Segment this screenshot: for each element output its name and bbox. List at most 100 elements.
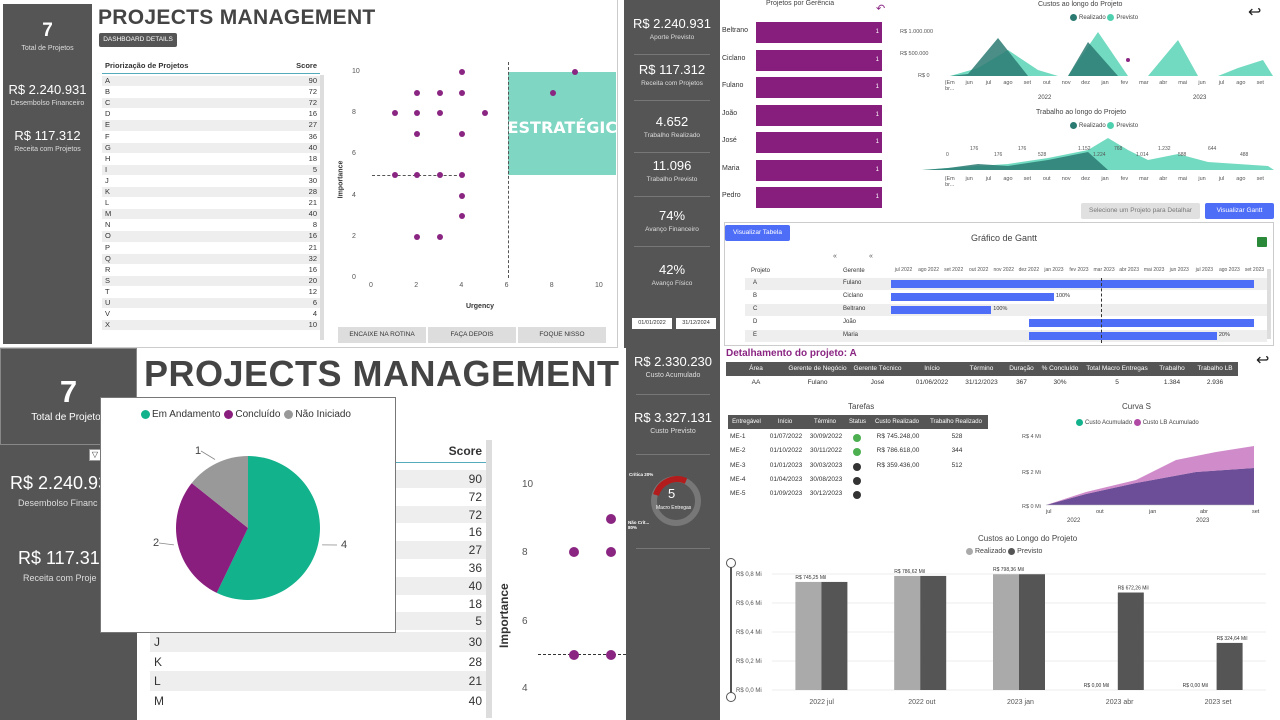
kpi-label: Trabalho Previsto (646, 176, 698, 183)
collapse-icon[interactable]: « (869, 253, 873, 260)
table-row[interactable]: D 16 (102, 109, 320, 119)
bar-previsto (1019, 574, 1045, 690)
svg-text:R$ 0 Mi: R$ 0 Mi (1022, 504, 1041, 510)
year-label: 2023 (1196, 518, 1210, 524)
trabalho-area-chart (922, 138, 1274, 170)
status-pie-chart: 4 2 1 (153, 445, 347, 600)
gantt-month: out 2022 (968, 267, 989, 273)
table-row[interactable]: O 16 (102, 231, 320, 242)
tarefas-header: Status (845, 415, 870, 429)
legend-label: Não Iniciado (295, 409, 351, 420)
row-score: 18 (308, 153, 317, 163)
range-slider[interactable] (726, 558, 736, 702)
bar-previsto (920, 575, 947, 690)
month-tick: jul (985, 80, 992, 86)
row-name: P (105, 242, 111, 252)
gerencia-bar[interactable]: 1 (756, 22, 882, 43)
gantt-gerente: Beltrano (843, 306, 866, 312)
table-row[interactable]: X 10 (102, 320, 320, 331)
visualizar-gantt-button[interactable]: Visualizar Gantt (1205, 203, 1274, 219)
table-row[interactable]: K 28 (102, 187, 320, 198)
legend-swatch (224, 409, 234, 419)
y-tick: R$ 0,0 Mi (736, 688, 762, 694)
dashboard-details-button[interactable]: DASHBOARD DETAILS (99, 33, 177, 47)
table-row[interactable]: B 72 (102, 87, 320, 97)
gantt-bar[interactable] (1028, 319, 1255, 327)
back-icon[interactable]: ↩ (1248, 4, 1262, 21)
table-row[interactable]: A 90 (102, 76, 320, 87)
scrollbar[interactable] (1267, 269, 1271, 339)
tarefa-cell: 01/09/2023 (769, 490, 803, 498)
undo-icon[interactable]: ↶ (876, 3, 886, 15)
table-row[interactable]: Q 32 (102, 253, 320, 264)
gantt-row[interactable] (745, 304, 1267, 316)
gerencia-bar[interactable]: 1 (756, 77, 882, 98)
gerencia-bar[interactable]: 1 (756, 132, 882, 153)
encaixe-button[interactable]: ENCAIXE NA ROTINA (338, 327, 426, 343)
table-row[interactable]: C 72 (102, 98, 320, 109)
collapse-icon[interactable]: « (833, 253, 837, 260)
date-from[interactable]: 01/01/2022 (632, 318, 672, 329)
detail-cell: 01/06/2022 (915, 379, 949, 386)
gantt-bar[interactable] (1028, 332, 1217, 340)
gantt-bar[interactable] (891, 293, 1054, 301)
gerencia-bar[interactable]: 1 (756, 49, 882, 71)
kpi: R$ 117.312 Receita com Projetos (624, 62, 720, 87)
gerencia-bar[interactable]: 1 (756, 104, 882, 126)
detail-cell: José (870, 379, 885, 386)
x-tick: 0 (369, 282, 373, 289)
gantt-month: fev 2023 (1069, 267, 1089, 273)
table-row[interactable]: E 27 (102, 120, 320, 131)
table-row[interactable]: K 28 (150, 651, 486, 671)
trabalho-legend: Realizado Previsto (1070, 122, 1138, 129)
kpi-separator (634, 100, 710, 101)
data-label: R$ 324,64 Mil (1217, 636, 1248, 642)
table-row[interactable]: L 21 (102, 198, 320, 208)
table-row[interactable]: T 12 (102, 287, 320, 297)
gerencia-bar[interactable]: 1 (756, 187, 882, 208)
back-icon[interactable]: ↩ (1256, 352, 1270, 369)
table-row[interactable]: J 30 (150, 632, 486, 652)
date-to[interactable]: 31/12/2024 (676, 318, 716, 329)
row-score: 72 (308, 87, 317, 97)
row-score: 21 (308, 198, 317, 208)
data-label: 588 (1178, 152, 1187, 158)
kpi-label: Total de Projetos (21, 45, 74, 52)
table-row[interactable]: G 40 (102, 142, 320, 153)
data-label: 1.152 (1078, 146, 1091, 152)
gerencia-bar[interactable]: 1 (756, 159, 882, 181)
table-row[interactable]: F 36 (102, 132, 320, 142)
selecione-projeto-button[interactable]: Selecione um Projeto para Detalhar (1081, 203, 1200, 219)
scatter-point (459, 172, 466, 178)
status-indicator (853, 448, 861, 457)
scrollbar[interactable] (486, 440, 492, 718)
scrollbar[interactable] (320, 75, 324, 340)
table-row[interactable]: L 21 (150, 671, 486, 691)
kpi-label: Avanço Financeiro (645, 226, 699, 233)
table-row[interactable]: M 40 (150, 690, 486, 710)
bar-previsto (1117, 592, 1144, 690)
row-name: R (105, 264, 111, 274)
gantt-bar[interactable] (891, 280, 1255, 288)
gantt-bar[interactable] (891, 306, 992, 314)
visualizar-tabela-button[interactable]: Visualizar Tabela (725, 225, 790, 241)
row-name: Q (105, 253, 111, 263)
row-name: C (105, 98, 111, 108)
table-row[interactable]: H 18 (102, 154, 320, 164)
row-score: 28 (308, 187, 317, 196)
table-row[interactable]: R 16 (102, 265, 320, 275)
table-row[interactable]: P 21 (102, 243, 320, 253)
data-label: 176 (1018, 146, 1027, 152)
pie-tooltip-card: Em Andamento Concluído Não Iniciado 4 2 1 (100, 397, 396, 633)
faca-depois-button[interactable]: FAÇA DEPOIS (428, 327, 516, 343)
table-row[interactable]: S 20 (102, 275, 320, 287)
foque-nisso-button[interactable]: FOQUE NISSO (518, 327, 606, 343)
table-row[interactable]: M 40 (102, 209, 320, 220)
export-icon[interactable] (1257, 237, 1267, 247)
scatter-point (572, 69, 579, 75)
table-row[interactable]: J 30 (102, 176, 320, 186)
